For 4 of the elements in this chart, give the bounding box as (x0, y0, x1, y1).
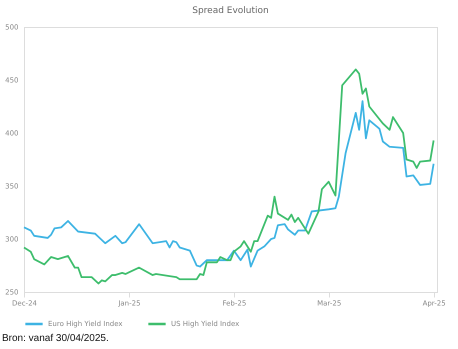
text: Bron: vanaf 30/04/2025. (2, 333, 109, 344)
line-series (23, 100, 435, 268)
chart-title: Spread Evolution (192, 6, 269, 16)
line-series (23, 68, 435, 284)
